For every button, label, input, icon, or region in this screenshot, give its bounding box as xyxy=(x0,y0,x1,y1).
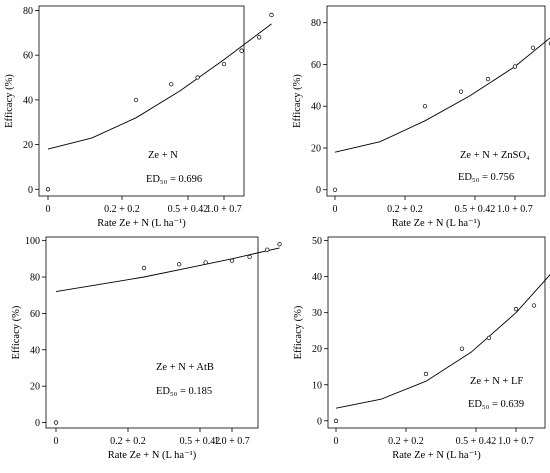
y-tick-label: 0 xyxy=(28,185,33,196)
x-tick-label: 0.5 + 0.42 xyxy=(456,436,497,447)
ed50-label: ED₅₀ = 0.185 xyxy=(156,386,212,397)
data-point xyxy=(195,75,200,80)
y-tick-label: 100 xyxy=(25,236,40,247)
treatment-label: Ze + N xyxy=(148,150,178,161)
data-point xyxy=(141,265,147,271)
x-tick-label: 0.5 + 0.42 xyxy=(168,204,209,215)
y-tick-label: 0 xyxy=(316,185,321,196)
data-point xyxy=(512,64,518,69)
y-axis-label: Efficacy (%) xyxy=(292,74,303,128)
plot-frame xyxy=(38,5,245,197)
ed50-label: ED₅₀ = 0.756 xyxy=(458,172,514,183)
data-point xyxy=(332,187,338,192)
x-tick-label: 0.5 + 0.42 xyxy=(180,436,221,447)
x-tick-label: 1.0 + 0.7 xyxy=(206,204,242,215)
data-point xyxy=(459,346,465,351)
fitted-curve xyxy=(334,37,550,153)
y-tick-label: 40 xyxy=(312,272,322,283)
x-tick-label: 1.0 + 0.7 xyxy=(497,204,533,215)
data-point xyxy=(422,104,428,109)
data-point xyxy=(485,76,491,82)
x-tick-label: 0 xyxy=(54,436,59,447)
fitted-curve xyxy=(55,247,280,293)
x-tick-label: 0 xyxy=(334,436,339,447)
x-tick-label: 0 xyxy=(46,204,51,215)
data-point xyxy=(531,303,537,308)
x-tick-label: 0.2 + 0.2 xyxy=(104,204,140,215)
plot-frame xyxy=(45,236,259,429)
y-tick-label: 80 xyxy=(23,6,33,17)
data-point xyxy=(458,89,464,94)
y-tick-label: 40 xyxy=(30,345,40,356)
data-point xyxy=(513,306,519,312)
data-point xyxy=(221,61,227,67)
x-axis-label: Rate Ze + N (L ha⁻¹) xyxy=(108,450,197,461)
data-point xyxy=(133,97,139,103)
y-tick-label: 60 xyxy=(23,51,33,62)
data-point xyxy=(257,35,262,40)
y-tick-label: 60 xyxy=(30,309,40,320)
treatment-label: Ze + N + AtB xyxy=(156,362,214,373)
chart-panel-2: 0 20 40 60 80 0 0.2 + 0.2 0.5 + 0.42 1.0 + 0.7 Ra… xyxy=(292,5,550,229)
y-tick-label: 20 xyxy=(311,143,321,154)
data-point xyxy=(53,420,59,425)
y-axis-label: Efficacy (%) xyxy=(293,305,304,359)
y-tick-label: 20 xyxy=(312,344,322,355)
x-tick-label: 0.2 + 0.2 xyxy=(388,436,424,447)
y-tick-label: 30 xyxy=(312,308,322,319)
x-axis-label: Rate Ze + N (L ha⁻¹) xyxy=(392,450,481,461)
treatment-label: Ze + N + ZnSO₄ xyxy=(460,150,530,161)
data-point xyxy=(177,262,182,267)
fitted-curve xyxy=(47,23,272,150)
data-point xyxy=(423,371,429,377)
plot-frame xyxy=(326,5,546,197)
y-tick-label: 20 xyxy=(30,382,40,393)
fitted-curve xyxy=(335,274,550,409)
y-tick-label: 0 xyxy=(35,418,40,429)
y-tick-label: 80 xyxy=(311,18,321,29)
data-point xyxy=(45,187,51,192)
y-axis-label: Efficacy (%) xyxy=(4,74,15,128)
x-tick-label: 0.2 + 0.2 xyxy=(110,436,146,447)
y-tick-label: 20 xyxy=(23,140,33,151)
y-tick-label: 60 xyxy=(311,60,321,71)
x-tick-label: 1.0 + 0.7 xyxy=(498,436,534,447)
data-point xyxy=(265,247,270,252)
plot-frame xyxy=(327,236,546,429)
y-tick-label: 40 xyxy=(23,95,33,106)
y-axis-label: Efficacy (%) xyxy=(11,305,22,359)
chart-panel-1: 0 20 40 60 80 0 0.2 + 0.2 0.5 + 0.421.0 + 0.7 Ra… xyxy=(4,5,274,229)
data-point xyxy=(203,260,208,265)
data-point xyxy=(169,82,174,87)
x-tick-label: 0.2 + 0.2 xyxy=(387,204,423,215)
data-point xyxy=(333,418,339,423)
x-tick-label: 0 xyxy=(333,204,338,215)
treatment-label: Ze + N + LF xyxy=(470,376,523,387)
ed50-label: ED₅₀ = 0.696 xyxy=(146,174,202,185)
chart-panel-3: 0 20 40 60 80 100 0 0.2 + 0.2 0.5 + 0.421.0 + 0.… xyxy=(11,236,282,461)
x-axis-label: Rate Ze + N (L ha⁻¹) xyxy=(97,218,186,229)
data-point xyxy=(277,242,282,247)
data-point xyxy=(247,254,252,260)
chart-panel-4: 0 10 20 30 40 50 0 0.2 + 0.2 0.5 + 0.42 1.0 + 0.7… xyxy=(293,236,550,461)
data-point xyxy=(229,258,235,263)
data-point xyxy=(269,12,274,18)
x-tick-label: 1.0 + 0.7 xyxy=(214,436,250,447)
data-point xyxy=(239,48,244,53)
data-point xyxy=(530,45,536,50)
y-tick-label: 80 xyxy=(30,273,40,284)
data-point xyxy=(486,335,492,341)
y-tick-label: 10 xyxy=(312,380,322,391)
y-tick-label: 50 xyxy=(312,236,322,247)
y-tick-label: 0 xyxy=(317,416,322,427)
x-axis-label: Rate Ze + N (L ha⁻¹) xyxy=(392,218,481,229)
ed50-label: ED₅₀ = 0.639 xyxy=(468,399,524,410)
x-tick-label: 0.5 + 0.42 xyxy=(455,204,496,215)
y-tick-label: 40 xyxy=(311,102,321,113)
